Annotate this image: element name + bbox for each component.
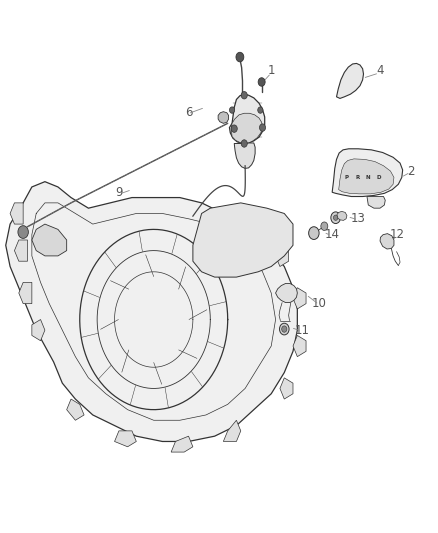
Polygon shape	[380, 233, 394, 249]
Circle shape	[321, 222, 328, 230]
Text: 9: 9	[115, 186, 123, 199]
Text: 13: 13	[351, 212, 366, 225]
Text: 11: 11	[294, 324, 309, 337]
Text: 10: 10	[312, 297, 327, 310]
Polygon shape	[14, 240, 28, 261]
Polygon shape	[332, 149, 403, 197]
Circle shape	[231, 125, 237, 132]
Text: 14: 14	[325, 228, 339, 241]
Polygon shape	[67, 399, 84, 420]
Text: 4: 4	[376, 64, 384, 77]
Polygon shape	[19, 282, 32, 304]
Text: D: D	[377, 175, 381, 180]
Polygon shape	[276, 284, 297, 303]
Polygon shape	[367, 197, 385, 208]
Circle shape	[282, 326, 287, 332]
Polygon shape	[234, 143, 255, 168]
Text: 12: 12	[390, 228, 405, 241]
Polygon shape	[223, 420, 241, 441]
Text: R: R	[355, 175, 360, 180]
Circle shape	[236, 52, 244, 62]
Circle shape	[18, 225, 28, 238]
Text: 7: 7	[211, 223, 219, 236]
Circle shape	[241, 92, 247, 99]
Polygon shape	[337, 212, 347, 220]
Polygon shape	[339, 159, 394, 194]
Polygon shape	[231, 114, 262, 143]
Text: N: N	[366, 175, 371, 180]
Polygon shape	[276, 245, 289, 266]
Polygon shape	[218, 112, 229, 123]
Polygon shape	[32, 224, 67, 256]
Circle shape	[259, 124, 265, 131]
Text: P: P	[344, 175, 348, 180]
Polygon shape	[115, 431, 136, 447]
Polygon shape	[32, 319, 45, 341]
Polygon shape	[293, 335, 306, 357]
Circle shape	[279, 323, 289, 335]
Circle shape	[258, 107, 263, 114]
Circle shape	[333, 215, 338, 220]
Circle shape	[241, 140, 247, 147]
Circle shape	[309, 227, 319, 239]
Text: 1: 1	[268, 64, 275, 77]
Polygon shape	[293, 288, 306, 309]
Polygon shape	[193, 203, 293, 277]
Circle shape	[331, 212, 340, 223]
Polygon shape	[336, 63, 364, 99]
Polygon shape	[10, 203, 23, 224]
Polygon shape	[280, 378, 293, 399]
Polygon shape	[171, 436, 193, 452]
Text: 2: 2	[407, 165, 414, 177]
Polygon shape	[6, 182, 297, 441]
Text: 6: 6	[185, 106, 192, 119]
Circle shape	[230, 107, 235, 114]
Polygon shape	[230, 94, 265, 143]
Circle shape	[258, 78, 265, 86]
